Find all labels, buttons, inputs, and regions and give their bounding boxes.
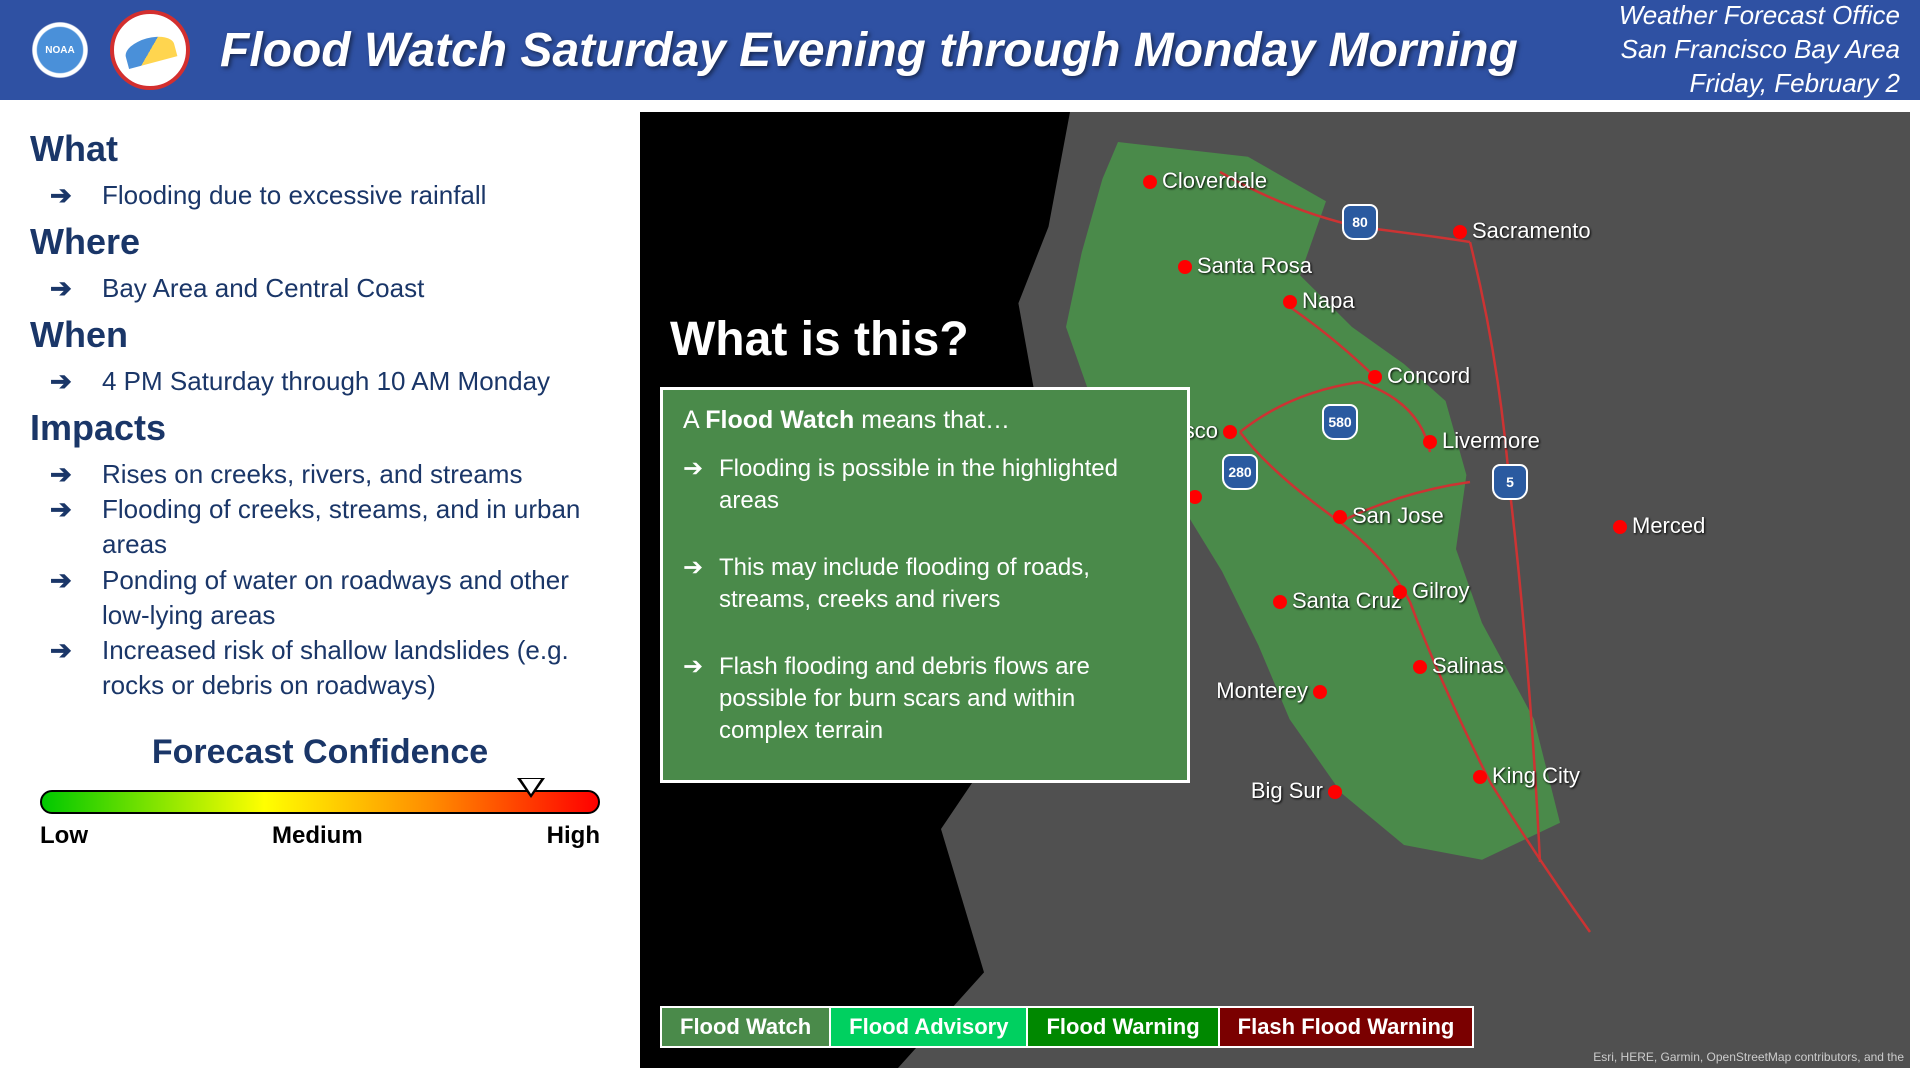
- city-dot-icon: [1283, 295, 1297, 309]
- city-dot-icon: [1223, 425, 1237, 439]
- list-item: Bay Area and Central Coast: [70, 271, 610, 306]
- flood-watch-info-box: A Flood Watch means that… Flooding is po…: [660, 387, 1190, 783]
- section-where-title: Where: [30, 221, 610, 263]
- list-item: Ponding of water on roadways and other l…: [70, 563, 610, 633]
- city-label: Cloverdale: [1162, 168, 1267, 194]
- section-where-list: Bay Area and Central Coast: [30, 271, 610, 306]
- city-dot-icon: [1393, 585, 1407, 599]
- list-item: Flooding is possible in the highlighted …: [683, 453, 1167, 518]
- map-overlay-title: What is this?: [670, 312, 969, 367]
- section-when-title: When: [30, 314, 610, 356]
- highway-shield-icon: 5: [1492, 464, 1528, 500]
- legend-item: Flood Watch: [662, 1008, 831, 1046]
- city-dot-icon: [1453, 225, 1467, 239]
- city-label: Santa Cruz: [1292, 588, 1402, 614]
- map-attribution: Esri, HERE, Garmin, OpenStreetMap contri…: [1593, 1050, 1904, 1064]
- section-impacts-list: Rises on creeks, rivers, and streamsFloo…: [30, 457, 610, 703]
- info-box-intro: A Flood Watch means that…: [683, 406, 1167, 435]
- city-label: Livermore: [1442, 428, 1540, 454]
- city-dot-icon: [1473, 770, 1487, 784]
- city-label: Merced: [1632, 513, 1705, 539]
- office-line2: San Francisco Bay Area: [1619, 33, 1900, 67]
- confidence-labels: Low Medium High: [40, 822, 600, 850]
- noaa-logo-icon: NOAA: [20, 10, 100, 90]
- header-office-info: Weather Forecast Office San Francisco Ba…: [1619, 0, 1900, 101]
- city-dot-icon: [1313, 685, 1327, 699]
- legend-item: Flood Advisory: [831, 1008, 1028, 1046]
- legend-item: Flood Warning: [1028, 1008, 1219, 1046]
- content-area: What Flooding due to excessive rainfall …: [0, 100, 1920, 1080]
- list-item: Flooding of creeks, streams, and in urba…: [70, 492, 610, 562]
- section-what-title: What: [30, 128, 610, 170]
- confidence-section: Forecast Confidence Low Medium High: [30, 733, 610, 850]
- page-title: Flood Watch Saturday Evening through Mon…: [220, 23, 1619, 78]
- info-box-list: Flooding is possible in the highlighted …: [683, 453, 1167, 748]
- highway-shield-icon: 280: [1222, 454, 1258, 490]
- city-label: Salinas: [1432, 653, 1504, 679]
- city-dot-icon: [1188, 490, 1202, 504]
- section-when-list: 4 PM Saturday through 10 AM Monday: [30, 364, 610, 399]
- city-label: Gilroy: [1412, 578, 1469, 604]
- header-bar: NOAA Flood Watch Saturday Evening throug…: [0, 0, 1920, 100]
- confidence-marker-icon: [517, 778, 545, 798]
- city-label: Santa Rosa: [1197, 253, 1312, 279]
- office-line3: Friday, February 2: [1619, 67, 1900, 101]
- city-dot-icon: [1328, 785, 1342, 799]
- confidence-medium-label: Medium: [272, 822, 363, 850]
- city-dot-icon: [1368, 370, 1382, 384]
- city-dot-icon: [1333, 510, 1347, 524]
- city-dot-icon: [1413, 660, 1427, 674]
- list-item: Increased risk of shallow landslides (e.…: [70, 633, 610, 703]
- city-label: Big Sur: [1251, 778, 1323, 804]
- highway-shield-icon: 80: [1342, 204, 1378, 240]
- city-label: Napa: [1302, 288, 1355, 314]
- city-label: Monterey: [1216, 678, 1308, 704]
- list-item: Rises on creeks, rivers, and streams: [70, 457, 610, 492]
- nws-logo-icon: [110, 10, 190, 90]
- confidence-low-label: Low: [40, 822, 88, 850]
- list-item: Flash flooding and debris flows are poss…: [683, 651, 1167, 748]
- city-dot-icon: [1143, 175, 1157, 189]
- left-info-panel: What Flooding due to excessive rainfall …: [0, 100, 640, 1080]
- city-label: Sacramento: [1472, 218, 1591, 244]
- confidence-title: Forecast Confidence: [30, 733, 610, 772]
- legend-item: Flash Flood Warning: [1220, 1008, 1473, 1046]
- city-dot-icon: [1613, 520, 1627, 534]
- list-item: Flooding due to excessive rainfall: [70, 178, 610, 213]
- map-legend: Flood WatchFlood AdvisoryFlood WarningFl…: [660, 1006, 1474, 1048]
- city-label: San Jose: [1352, 503, 1444, 529]
- city-dot-icon: [1178, 260, 1192, 274]
- confidence-high-label: High: [547, 822, 600, 850]
- office-line1: Weather Forecast Office: [1619, 0, 1900, 33]
- confidence-gradient-bar: [40, 790, 600, 814]
- map-panel: Cloverdale Santa Rosa Napa Sacramento Concor…: [640, 112, 1910, 1068]
- list-item: 4 PM Saturday through 10 AM Monday: [70, 364, 610, 399]
- highway-shield-icon: 580: [1322, 404, 1358, 440]
- list-item: This may include flooding of roads, stre…: [683, 552, 1167, 617]
- section-impacts-title: Impacts: [30, 407, 610, 449]
- city-label: King City: [1492, 763, 1580, 789]
- city-label: Concord: [1387, 363, 1470, 389]
- city-dot-icon: [1273, 595, 1287, 609]
- city-dot-icon: [1423, 435, 1437, 449]
- section-what-list: Flooding due to excessive rainfall: [30, 178, 610, 213]
